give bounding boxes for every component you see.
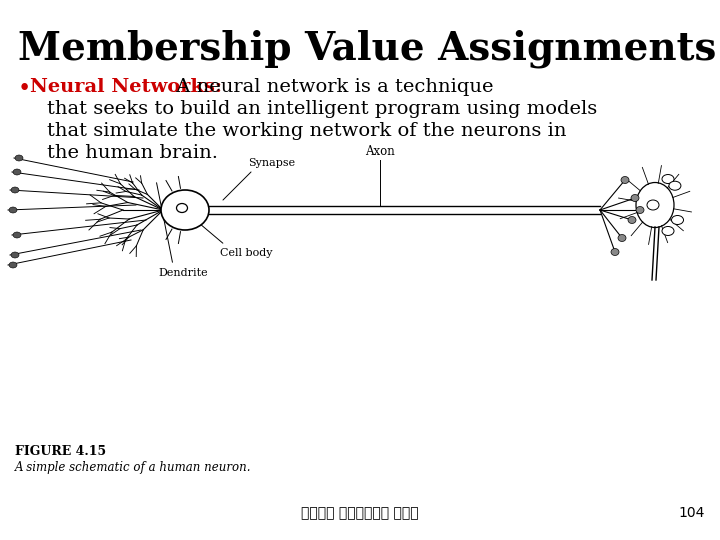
Text: that simulate the working network of the neurons in: that simulate the working network of the… [47, 122, 567, 140]
Ellipse shape [9, 262, 17, 268]
Text: A neural network is a technique: A neural network is a technique [170, 78, 493, 96]
Ellipse shape [636, 206, 644, 213]
Ellipse shape [662, 174, 674, 184]
Text: A simple schematic of a human neuron.: A simple schematic of a human neuron. [15, 461, 251, 474]
Text: Synapse: Synapse [248, 158, 295, 168]
Ellipse shape [662, 226, 674, 235]
Ellipse shape [11, 252, 19, 258]
Text: Neural Networks:: Neural Networks: [30, 78, 222, 96]
Text: Membership Value Assignments: Membership Value Assignments [18, 30, 716, 69]
Ellipse shape [13, 169, 21, 175]
Ellipse shape [11, 187, 19, 193]
Text: Cell body: Cell body [220, 248, 272, 258]
Text: FIGURE 4.15: FIGURE 4.15 [15, 445, 106, 458]
Ellipse shape [628, 217, 636, 224]
Ellipse shape [621, 177, 629, 184]
Ellipse shape [161, 190, 209, 230]
Text: Axon: Axon [365, 145, 395, 158]
Text: •: • [18, 78, 31, 100]
Ellipse shape [669, 181, 681, 190]
Ellipse shape [9, 207, 17, 213]
Ellipse shape [13, 232, 21, 238]
Ellipse shape [672, 215, 683, 225]
Text: Dendrite: Dendrite [158, 268, 207, 278]
Text: 淡江大學 資訊管理系所 侯永昌: 淡江大學 資訊管理系所 侯永昌 [301, 506, 419, 520]
Text: 104: 104 [679, 506, 705, 520]
Text: that seeks to build an intelligent program using models: that seeks to build an intelligent progr… [47, 100, 598, 118]
Ellipse shape [15, 155, 23, 161]
Ellipse shape [636, 183, 674, 227]
Ellipse shape [631, 194, 639, 201]
Ellipse shape [611, 248, 619, 255]
Text: the human brain.: the human brain. [47, 144, 218, 162]
Ellipse shape [618, 234, 626, 241]
